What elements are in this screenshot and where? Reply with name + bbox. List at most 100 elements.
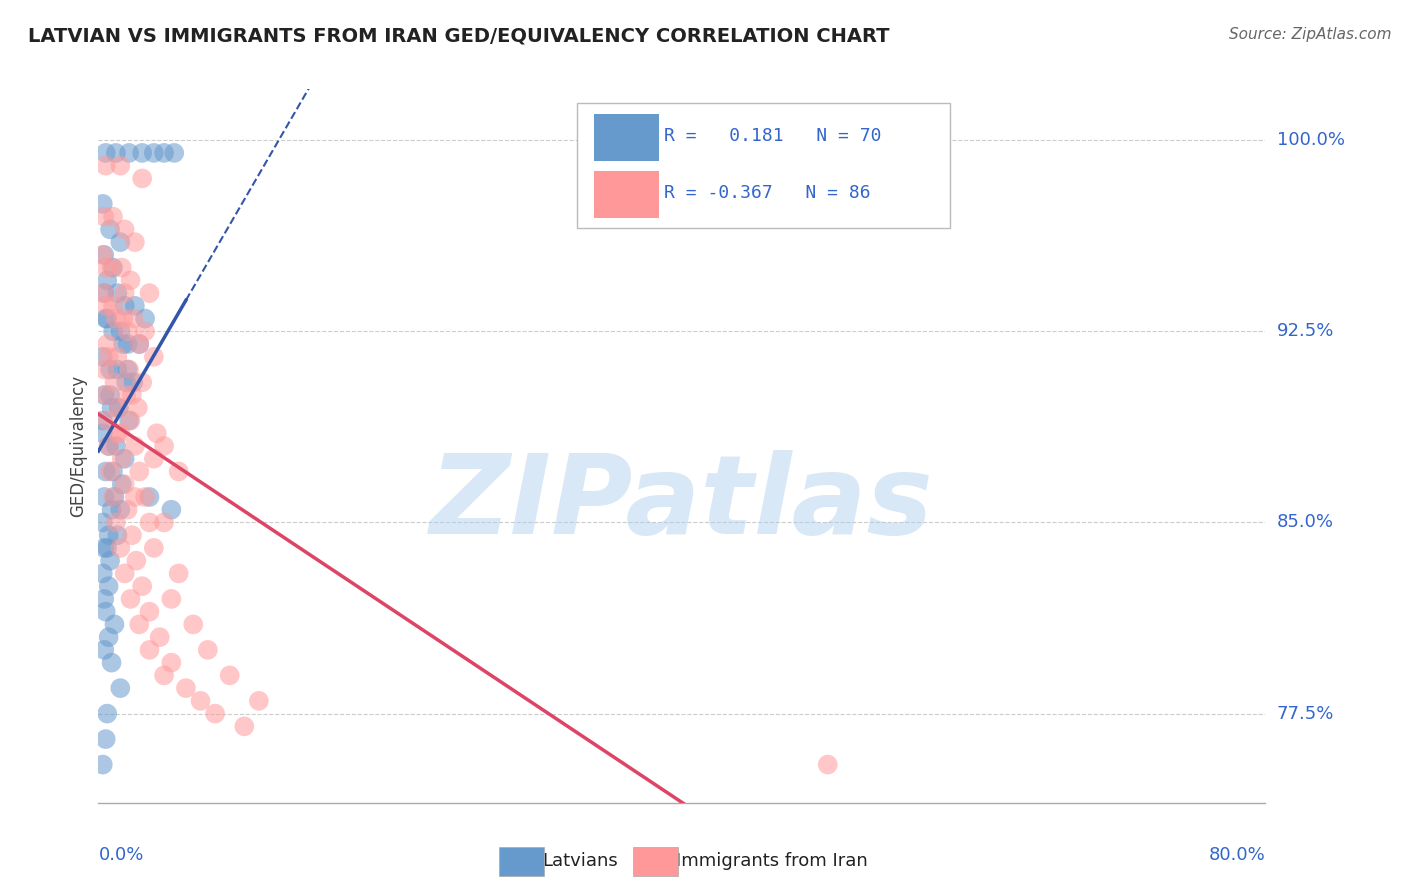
Point [118,362,141,376]
Point [111,477,134,491]
Point [153,668,176,682]
Point [96,273,118,287]
Point [93,286,115,301]
Point [138,286,160,301]
Point [124,439,146,453]
Point [121,528,143,542]
Point [117,337,139,351]
Point [127,401,149,415]
Point [128,337,150,351]
Point [117,362,139,376]
Point [94,260,117,275]
Point [114,451,136,466]
Point [114,286,136,301]
Point [117,502,139,516]
Point [110,681,132,695]
Point [97,579,120,593]
Point [98,222,121,236]
Point [181,617,204,632]
Point [101,299,124,313]
Text: R = -0.367   N = 86: R = -0.367 N = 86 [665,184,872,202]
Point [101,465,124,479]
Point [91,516,114,530]
Point [167,465,190,479]
Point [100,502,122,516]
Point [114,222,136,236]
Point [160,502,183,516]
Text: ZIPatlas: ZIPatlas [430,450,934,557]
Point [96,337,118,351]
Point [160,656,183,670]
Point [105,350,128,364]
Point [93,643,115,657]
Point [105,528,128,542]
Point [103,376,125,390]
Point [104,516,127,530]
Text: Source: ZipAtlas.com: Source: ZipAtlas.com [1229,27,1392,42]
Point [93,541,115,555]
Text: 77.5%: 77.5% [1277,705,1334,723]
Point [120,413,142,427]
Point [142,145,165,160]
Point [110,159,132,173]
Point [247,694,270,708]
Point [128,617,150,632]
Point [93,388,115,402]
Point [94,311,117,326]
Point [91,248,114,262]
Point [128,337,150,351]
Text: 92.5%: 92.5% [1277,322,1334,341]
Point [112,337,135,351]
FancyBboxPatch shape [576,103,950,228]
Point [105,362,128,376]
Point [97,350,120,364]
Point [134,324,156,338]
Text: 80.0%: 80.0% [1209,846,1265,863]
Point [233,719,256,733]
Point [142,541,165,555]
Point [120,273,142,287]
Point [96,413,118,427]
Point [131,376,153,390]
Point [94,159,117,173]
Point [138,643,160,657]
Point [122,311,145,326]
Point [111,260,134,275]
Point [96,541,118,555]
Point [96,311,118,326]
Point [101,210,124,224]
Point [115,376,138,390]
Point [96,706,118,721]
Point [91,197,114,211]
Point [94,732,117,747]
Point [105,426,128,441]
Point [138,605,160,619]
Text: 0.0%: 0.0% [98,846,143,863]
Text: LATVIAN VS IMMIGRANTS FROM IRAN GED/EQUIVALENCY CORRELATION CHART: LATVIAN VS IMMIGRANTS FROM IRAN GED/EQUI… [28,27,890,45]
Point [98,465,121,479]
Point [98,388,121,402]
Point [134,311,156,326]
Point [100,656,122,670]
Point [153,439,176,453]
Point [118,413,141,427]
Point [138,490,160,504]
FancyBboxPatch shape [595,114,658,161]
Point [817,757,839,772]
Y-axis label: GED/Equivalency: GED/Equivalency [69,375,87,517]
Point [146,426,169,441]
Point [124,235,146,249]
Point [120,591,142,606]
Point [93,490,115,504]
Point [190,694,212,708]
Point [125,554,148,568]
Point [91,566,114,581]
Point [131,579,153,593]
Point [108,401,131,415]
Point [163,145,186,160]
Point [94,388,117,402]
Point [110,324,132,338]
Point [138,516,160,530]
Point [97,439,120,453]
Point [128,465,150,479]
